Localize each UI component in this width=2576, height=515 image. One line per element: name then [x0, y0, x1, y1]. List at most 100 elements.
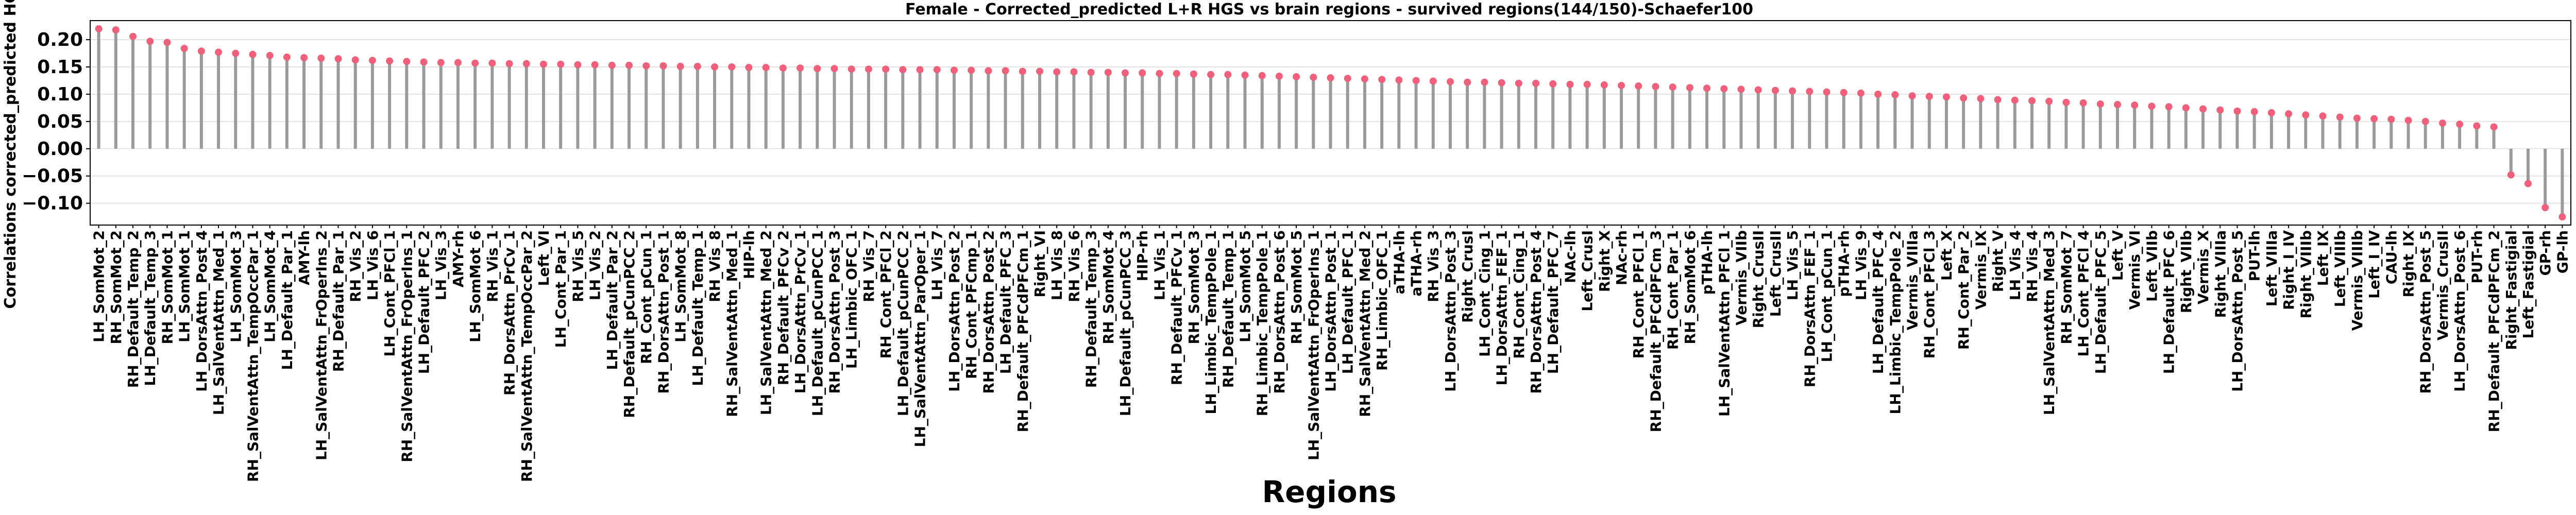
marker — [1874, 90, 1882, 98]
marker — [2199, 105, 2207, 113]
marker — [2114, 101, 2122, 109]
x-tick-label: RH_Vis_2 — [347, 230, 364, 302]
x-tick-label: LH_Default_PFC_2 — [416, 230, 433, 374]
marker — [728, 63, 736, 71]
marker — [2302, 111, 2310, 119]
x-tick-label: RH_Cont_Par_1 — [1665, 230, 1682, 350]
x-tick-label: Left_Fastigial — [2520, 230, 2537, 339]
marker — [1823, 88, 1831, 96]
x-tick-label: RH_Vis_1 — [484, 230, 501, 302]
x-tick-label: LH_DorsAttn_FEF_1 — [1494, 230, 1511, 385]
y-axis-label: Correlations corrected_predicted HGS vs … — [2, 0, 20, 309]
x-tick-label: LH_Default_PFC_4 — [1870, 230, 1887, 374]
x-tick-label: LH_Default_Par_2 — [604, 230, 621, 370]
marker — [779, 64, 787, 72]
marker — [2421, 117, 2429, 125]
x-tick-label: LH_Default_Temp_3 — [142, 230, 159, 386]
x-tick-label: RH_Cont_Par_2 — [1955, 230, 1972, 350]
y-tick-label: 0.05 — [37, 111, 83, 132]
x-tick-label: Left_CrusI — [1579, 230, 1596, 312]
marker — [2507, 171, 2515, 179]
marker — [1652, 83, 1659, 91]
x-tick-label: Left_IX — [2315, 230, 2332, 286]
x-tick-label: Right_CrusII — [1750, 230, 1767, 328]
marker — [1549, 80, 1557, 88]
x-tick-label: RH_SomMot_1 — [159, 230, 176, 345]
x-tick-label: RH_Cont_PFCl_2 — [877, 230, 894, 358]
x-tick-label: RH_Cont_PFCl_3 — [1921, 230, 1938, 358]
marker — [2456, 121, 2464, 128]
y-tick-label: 0.10 — [37, 84, 83, 105]
x-tick-label: RH_SalVentAttn_TempOccPar_2 — [518, 230, 535, 482]
marker — [351, 56, 359, 64]
x-tick-label: RH_DorsAttn_Post_4 — [1528, 230, 1545, 394]
marker — [814, 65, 821, 73]
x-tick-label: RH_Vis_7 — [860, 230, 877, 302]
marker — [1087, 68, 1095, 76]
x-tick-label: LH_SomMot_4 — [262, 230, 279, 342]
marker — [1036, 67, 1043, 75]
marker — [1446, 78, 1454, 85]
marker — [1275, 72, 1283, 80]
marker — [1310, 74, 1317, 81]
marker — [2541, 204, 2549, 212]
y-tick-label: 0.00 — [37, 139, 83, 160]
x-tick-label: LH_Default_PFC_5 — [2092, 230, 2109, 374]
x-tick-label: Left_VIIIb — [2332, 230, 2349, 307]
marker — [2250, 108, 2258, 115]
x-tick-label: LH_Cont_Cing_1 — [1476, 230, 1493, 357]
marker — [300, 54, 308, 61]
marker — [2319, 112, 2327, 120]
y-tick-label: −0.10 — [22, 193, 83, 214]
marker — [1224, 71, 1232, 78]
marker — [2387, 115, 2395, 123]
marker — [916, 66, 924, 74]
x-tick-label: LH_SomMot_3 — [227, 230, 244, 342]
x-tick-label: NAc-rh — [1613, 230, 1630, 285]
x-tick-label: LH_Default_PFC_7 — [1545, 230, 1562, 374]
x-tick-label: LH_Vis_4 — [2007, 230, 2024, 300]
marker — [197, 47, 205, 55]
marker — [163, 39, 171, 46]
x-tick-label: LH_Limbic_TempPole_2 — [1887, 230, 1904, 415]
chart-title: Female - Corrected_predicted L+R HGS vs … — [905, 1, 1753, 19]
marker — [1994, 96, 2002, 104]
x-tick-label: Right_I_IV — [2280, 230, 2297, 310]
marker — [1241, 71, 1249, 79]
marker — [471, 59, 479, 67]
x-tick-label: RH_DorsAttn_FEF_1 — [1801, 230, 1818, 387]
x-tick-label: RH_SalVentAttn_Med_2 — [1357, 230, 1374, 417]
x-tick-label: Left_CrusII — [1767, 230, 1784, 317]
x-tick-label: PUT-lh — [2246, 230, 2263, 281]
x-tick-label: RH_Cont_Cing_1 — [1511, 230, 1528, 359]
x-tick-label: Vermis_X — [2195, 230, 2212, 304]
x-tick-label: LH_DorsAttn_Post_2 — [946, 230, 963, 392]
marker — [574, 61, 582, 68]
x-tick-label: LH_SalVentAttn_Med_1 — [210, 230, 227, 415]
x-tick-label: LH_Cont_Par_1 — [552, 230, 569, 348]
marker — [1942, 93, 1950, 101]
marker — [762, 64, 770, 72]
marker — [2096, 100, 2104, 108]
x-tick-label: RH_Default_Par_1 — [330, 230, 347, 372]
x-tick-label: RH_Default_PFCv_2 — [775, 230, 792, 385]
x-tick-label: LH_Default_Temp_1 — [689, 230, 706, 386]
x-tick-label: LH_DorsAttn_Post_1 — [1323, 230, 1340, 392]
x-tick-label: RH_SomMot_3 — [1185, 230, 1202, 345]
marker — [1737, 85, 1745, 93]
marker — [1960, 94, 1968, 102]
marker — [1686, 84, 1693, 92]
marker — [437, 59, 445, 66]
marker — [693, 62, 701, 70]
y-tick-label: 0.20 — [37, 29, 83, 50]
marker — [1532, 79, 1539, 87]
marker — [2370, 115, 2378, 123]
x-tick-label: Vermis_VI — [2126, 230, 2143, 310]
marker — [1977, 95, 1985, 102]
marker — [2490, 123, 2498, 131]
marker — [1840, 89, 1848, 96]
x-tick-label: LH_Vis_6 — [364, 230, 381, 300]
marker — [112, 26, 120, 33]
marker — [1156, 70, 1163, 77]
marker — [1789, 87, 1797, 95]
